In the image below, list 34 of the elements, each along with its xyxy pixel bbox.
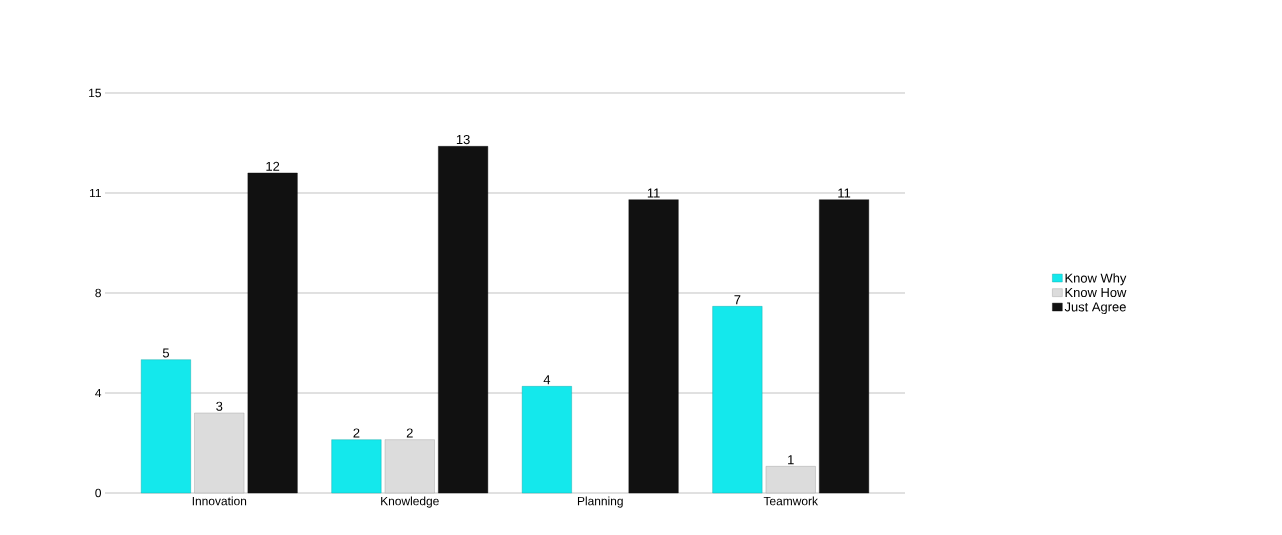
x-tick-label: Knowledge (381, 496, 439, 508)
bar (438, 146, 489, 494)
y-tick-label: 8 (95, 288, 101, 298)
y-tick-label: 0 (95, 488, 102, 498)
legend-label: Know Why (1065, 273, 1127, 286)
y-tick-label: 15 (89, 88, 101, 98)
bar (628, 199, 679, 494)
bar (384, 439, 435, 494)
y-tick-label: 11 (89, 188, 101, 198)
bar (765, 466, 816, 494)
data-label: 3 (216, 401, 223, 411)
data-label: 12 (266, 161, 280, 171)
bar (331, 439, 382, 494)
data-label: 2 (353, 428, 360, 438)
data-label: 13 (456, 134, 470, 145)
data-label: 2 (406, 428, 413, 438)
data-label: 4 (543, 375, 551, 385)
data-label: 1 (788, 455, 794, 465)
y-tick-label: 4 (95, 388, 102, 398)
legend-label: Know How (1065, 288, 1127, 298)
data-label: 5 (162, 348, 170, 358)
bar (819, 199, 870, 494)
bar (194, 412, 245, 494)
x-tick-label: Planning (577, 496, 623, 508)
data-label: 11 (647, 188, 660, 198)
bar (247, 172, 298, 494)
data-label: 7 (734, 295, 741, 305)
bar (140, 359, 191, 494)
bar (712, 306, 763, 494)
x-tick-label: Teamwork (763, 496, 818, 506)
data-label: 11 (838, 188, 851, 198)
bar (521, 386, 572, 494)
x-tick-label: Innovation (192, 496, 247, 506)
legend-label: Just Agree (1064, 302, 1126, 315)
